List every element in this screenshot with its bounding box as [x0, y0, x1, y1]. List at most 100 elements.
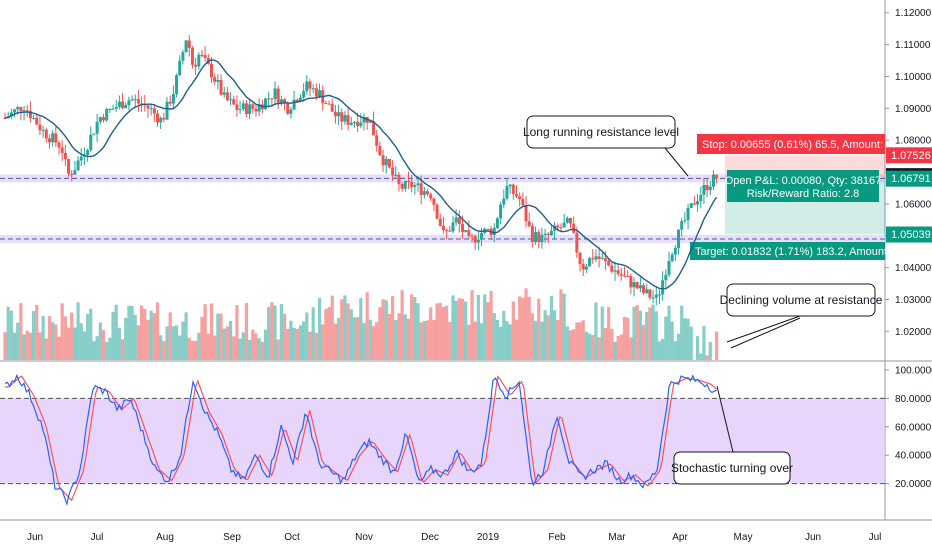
volume-bar [375, 322, 379, 360]
volume-bar [460, 298, 465, 360]
price-tick-label: 1.04000 [895, 263, 932, 274]
volume-bar [171, 326, 175, 360]
volume-bar [556, 320, 560, 360]
volume-bar [254, 333, 258, 360]
volume-bar [340, 299, 344, 360]
volume-bar [206, 333, 210, 360]
volume-bar [686, 318, 690, 360]
pnl-label: Open P&L: 0.00080, Qty: 38167 [725, 175, 882, 187]
price-tick-label: 1.06000 [895, 199, 932, 210]
position-tool[interactable]: Stop: 0.00655 (0.61%) 65.5, Amount: 75 Op… [690, 134, 899, 260]
candle-body [168, 101, 172, 104]
volume-bar [362, 323, 366, 360]
callout-pointer-volume-2 [730, 317, 801, 349]
candle-body [311, 88, 315, 90]
candle-body [492, 227, 496, 235]
candle-body [387, 158, 391, 168]
candle-body [127, 100, 131, 106]
candle-body [225, 92, 229, 101]
candle-body [298, 97, 302, 102]
volume-bar [292, 327, 296, 360]
candle-body [165, 101, 169, 120]
candle-body [175, 75, 179, 94]
candle-body [283, 99, 287, 104]
volume-bar [695, 336, 700, 360]
volume-bar [114, 304, 118, 360]
candle-body [41, 129, 45, 131]
volume-bar [22, 334, 26, 360]
volume-bar [60, 303, 64, 360]
volume-bar [673, 341, 677, 360]
candle-body [248, 104, 252, 115]
volume-bar [54, 324, 58, 360]
candle-body [200, 54, 204, 56]
candle-body [518, 196, 522, 200]
volume-bar [425, 320, 430, 360]
volume-bar [397, 313, 401, 360]
volume-bar [661, 339, 665, 360]
callout-pointer-stochastic [716, 385, 734, 453]
volume-bar [108, 337, 112, 360]
volume-bar [616, 336, 620, 360]
candle-body [162, 117, 166, 120]
volume-bar [416, 303, 420, 360]
volume-bar [543, 310, 547, 360]
candle-body [152, 108, 156, 114]
price-tag-target: 1.05039 [891, 229, 931, 241]
x-tick-label: Jun [27, 532, 43, 543]
volume-bar [127, 305, 131, 360]
volume-bar [441, 306, 446, 360]
candle-body [244, 103, 248, 115]
volume-bar [708, 342, 712, 360]
candle-body [232, 99, 236, 105]
candle-body [216, 80, 220, 82]
candle-body [184, 40, 188, 53]
candle-body [448, 230, 452, 232]
volume-bar [222, 328, 226, 360]
volume-bar [581, 320, 585, 360]
volume-bar [352, 317, 357, 360]
candle-body [464, 230, 468, 232]
candle-body [149, 108, 153, 110]
price-tick-label: 1.09000 [895, 104, 932, 115]
target-label-box [690, 242, 885, 260]
candle-body [400, 183, 404, 189]
volume-bar [174, 325, 179, 360]
volume-bar [305, 312, 309, 360]
candle-body [426, 191, 430, 195]
volume-bar [324, 308, 328, 360]
candle-body [28, 110, 32, 119]
price-tick-label: 1.12000 [895, 8, 932, 19]
candle-body [575, 232, 579, 253]
volume-bar [495, 319, 500, 360]
x-tick-label: Sep [223, 532, 241, 543]
candle-body [190, 47, 194, 65]
candle-body [651, 297, 655, 299]
candle-body [155, 113, 159, 123]
candle-body [476, 239, 480, 243]
volume-bar [155, 302, 160, 360]
callout-box-volume [726, 283, 876, 317]
volume-bar [241, 332, 245, 360]
volume-bar [384, 300, 388, 360]
candle-body [527, 221, 531, 226]
candle-body [101, 117, 105, 121]
candle-body [451, 222, 455, 232]
candle-body [238, 108, 242, 110]
volume-bar [689, 326, 693, 360]
candle-body [16, 107, 20, 110]
candle-body [356, 121, 360, 127]
candle-body [600, 258, 604, 260]
volume-bar [410, 294, 414, 360]
candle-body [403, 180, 407, 189]
volume-bar [524, 288, 528, 360]
annotations[interactable]: Long running resistance level Declining v… [523, 115, 883, 485]
candle-body [314, 88, 318, 97]
candle-body [210, 63, 214, 78]
volume-bar [540, 321, 544, 360]
volume-bar [35, 304, 39, 360]
candle-body [499, 204, 503, 219]
volume-bar [66, 327, 71, 360]
candle-body [267, 98, 271, 100]
